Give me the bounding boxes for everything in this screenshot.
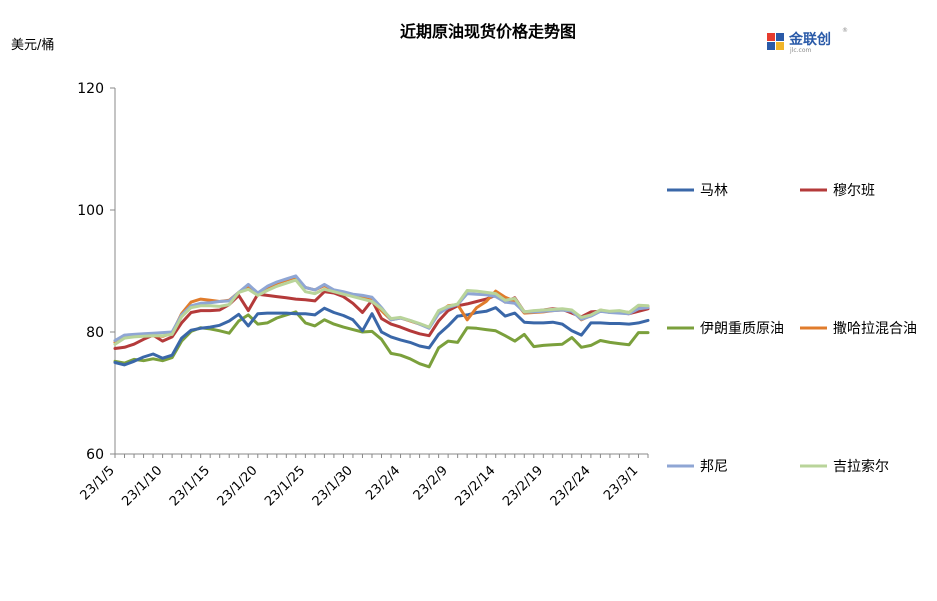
series-line-0 [113, 306, 650, 367]
x-tick-label: 23/1/25 [262, 463, 308, 509]
series-line-5 [113, 278, 650, 346]
logo-mark-icon [767, 33, 784, 50]
legend-label: 马林 [700, 183, 728, 199]
y-tick-label: 60 [86, 447, 104, 463]
y-tick-label: 100 [77, 203, 104, 219]
logo: 金联创 jlc.com ® [767, 27, 848, 54]
chart-title: 近期原油现货价格走势图 [400, 22, 576, 41]
x-tick-label: 23/3/1 [601, 463, 641, 503]
x-tick-label: 23/2/9 [411, 463, 451, 503]
x-tick-label: 23/2/4 [363, 463, 403, 503]
y-tick-label: 80 [86, 325, 104, 341]
x-tick-label: 23/1/5 [78, 463, 118, 503]
logo-brand-text: 金联创 [788, 31, 831, 48]
x-tick-label: 23/1/10 [119, 463, 165, 509]
legend-label: 穆尔班 [833, 183, 875, 199]
legend-label: 伊朗重质原油 [700, 321, 784, 337]
legend-label: 吉拉索尔 [833, 458, 889, 475]
legend-label: 撒哈拉混合油 [833, 321, 917, 337]
x-tick-label: 23/1/30 [310, 463, 356, 509]
x-tick-label: 23/1/20 [215, 463, 261, 509]
x-tick-label: 23/1/15 [167, 463, 213, 509]
y-tick-label: 120 [77, 81, 104, 97]
x-tick-label: 23/2/19 [500, 463, 546, 509]
y-axis-unit: 美元/桶 [11, 38, 54, 53]
logo-registered-mark: ® [842, 27, 848, 34]
legend-label: 邦尼 [700, 459, 728, 475]
x-tick-label: 23/2/24 [548, 463, 594, 509]
logo-sub-text: jlc.com [789, 47, 812, 54]
x-tick-label: 23/2/14 [452, 463, 498, 509]
series-layer [113, 274, 650, 369]
